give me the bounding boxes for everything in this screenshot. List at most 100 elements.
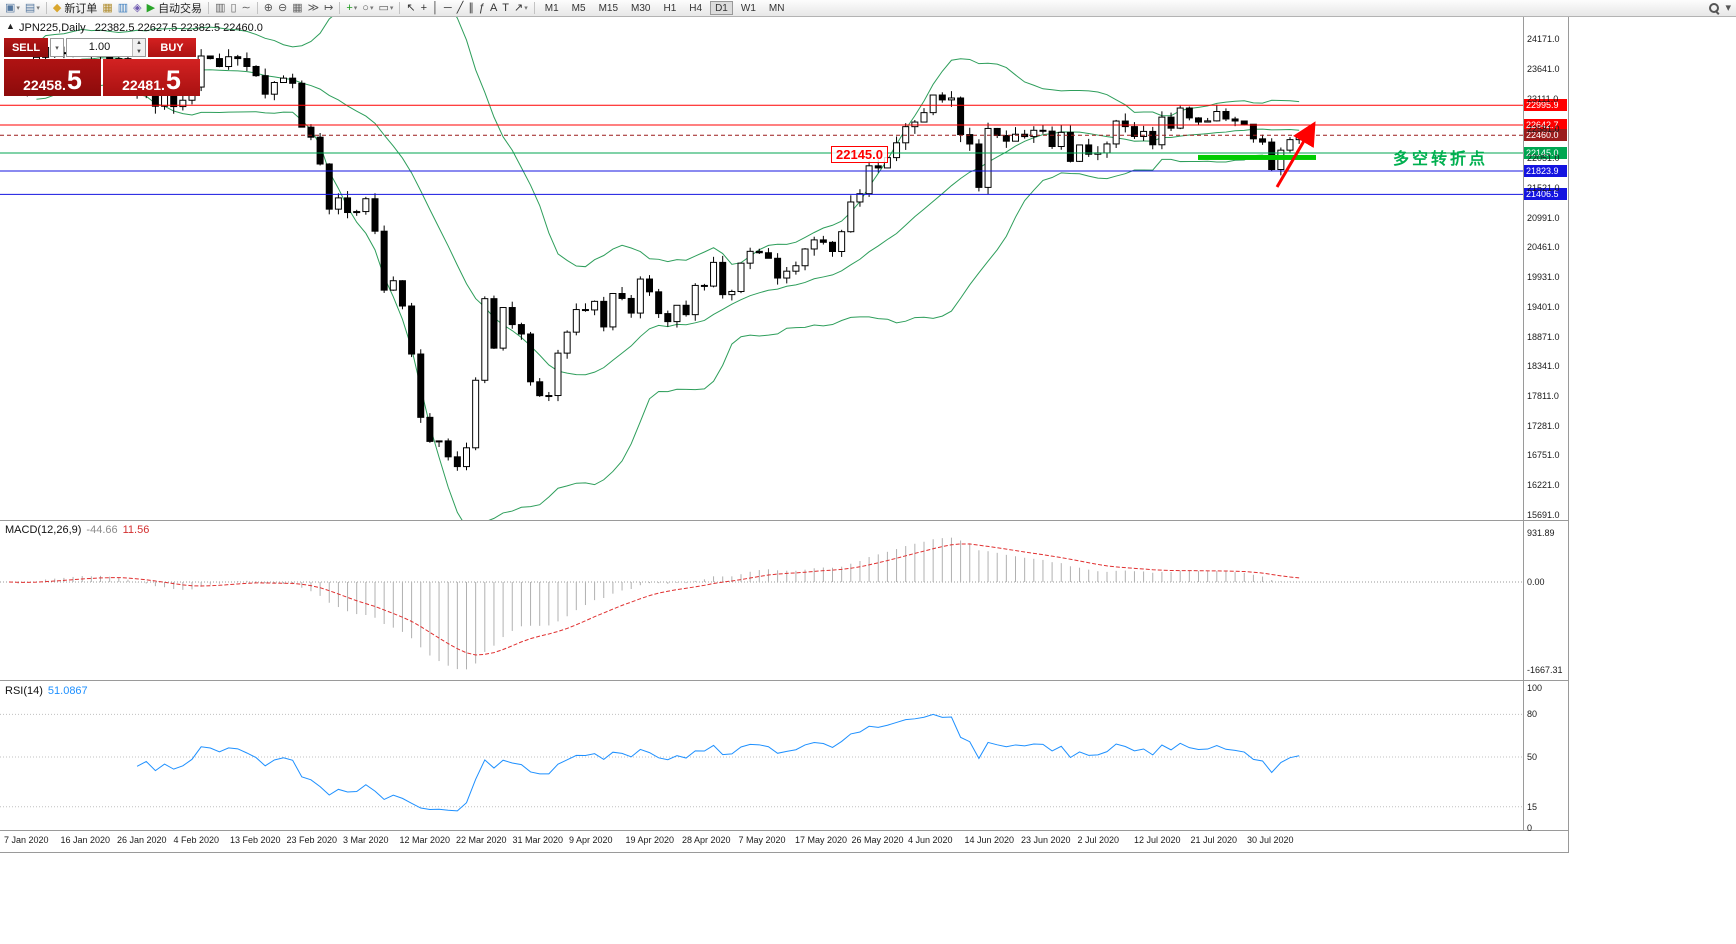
buy-button[interactable]: BUY bbox=[148, 38, 196, 57]
autotrading-icon: ▶ bbox=[146, 2, 156, 14]
trendline-button[interactable]: ╱ bbox=[455, 1, 466, 16]
volume-input[interactable]: 1.00 ▲ ▼ bbox=[66, 38, 146, 57]
candle bbox=[874, 165, 882, 169]
resistance-line-2-tag: 22642.7 bbox=[1524, 119, 1567, 132]
cursor-button[interactable]: ↖ bbox=[404, 1, 417, 16]
indicators-button[interactable]: + ▾ bbox=[344, 1, 359, 16]
rsi-line bbox=[136, 713, 1300, 812]
candle bbox=[664, 313, 672, 323]
rsi-canvas[interactable] bbox=[0, 682, 1523, 830]
panel-divider[interactable] bbox=[0, 520, 1568, 521]
date-axis-label: 13 Feb 2020 bbox=[230, 835, 281, 845]
sell-button[interactable]: SELL bbox=[4, 38, 48, 57]
candle bbox=[572, 309, 580, 333]
timeframe-m15-button[interactable]: M15 bbox=[598, 3, 619, 14]
bar-chart-button[interactable]: ▥ bbox=[213, 1, 227, 16]
profiles-button[interactable]: ▤ ▾ bbox=[23, 1, 42, 16]
arrows-button[interactable]: ↗ ▾ bbox=[512, 1, 530, 16]
zoom-in-button[interactable]: ⊕ bbox=[262, 1, 275, 16]
support-highlight-segment[interactable] bbox=[1198, 154, 1316, 160]
indicators-icon: + bbox=[346, 2, 353, 14]
macd-title: MACD(12,26,9) bbox=[5, 524, 82, 536]
auto-scroll-button[interactable]: ≫ bbox=[306, 1, 322, 16]
channel-button[interactable]: ∥ bbox=[466, 1, 476, 16]
date-axis-label: 19 Apr 2020 bbox=[625, 835, 675, 845]
navigator-button[interactable]: ◈ bbox=[131, 1, 143, 16]
text-button[interactable]: A bbox=[488, 1, 499, 16]
sell-price-tile[interactable]: 22458. 5 bbox=[4, 59, 101, 96]
new-order-button[interactable]: ◆ 新订单 bbox=[51, 1, 99, 16]
price-chart-canvas[interactable] bbox=[0, 17, 1523, 520]
candle bbox=[1249, 123, 1257, 140]
candle bbox=[655, 291, 663, 315]
date-axis-label: 30 Jul 2020 bbox=[1247, 835, 1294, 845]
one-click-collapse-button[interactable]: ▲ bbox=[6, 21, 15, 31]
data-window-button[interactable]: ▥ bbox=[116, 1, 130, 16]
horizontal-line-button[interactable]: ─ bbox=[442, 1, 454, 16]
new-chart-button[interactable]: ▣ ▾ bbox=[3, 1, 22, 16]
line-chart-button[interactable]: ∼ bbox=[240, 1, 253, 16]
price-callout-annotation[interactable]: 22145.0 bbox=[831, 146, 888, 163]
crosshair-icon: + bbox=[420, 2, 428, 14]
price-axis-label: 17281.0 bbox=[1527, 420, 1560, 431]
date-axis-label: 4 Jun 2020 bbox=[908, 835, 953, 845]
toolbar-overflow-button[interactable]: ▾ bbox=[1723, 1, 1733, 16]
timeframe-mn-button[interactable]: MN bbox=[768, 3, 785, 14]
timeframe-m5-button[interactable]: M5 bbox=[571, 3, 586, 14]
timeframe-m30-button[interactable]: M30 bbox=[631, 3, 651, 14]
price-axis-label: 19931.0 bbox=[1527, 272, 1560, 283]
macd-canvas[interactable] bbox=[0, 521, 1523, 680]
market-watch-button[interactable]: ▦ bbox=[100, 1, 114, 16]
chart-shift-button[interactable]: ↦ bbox=[322, 1, 335, 16]
text-label-button[interactable]: T bbox=[500, 1, 511, 16]
candle bbox=[307, 126, 315, 138]
autotrading-button[interactable]: ▶ 自动交易 bbox=[145, 1, 204, 16]
candle bbox=[261, 75, 269, 95]
price-axis-label: 18871.0 bbox=[1527, 331, 1560, 342]
periods-button[interactable]: ○ ▾ bbox=[360, 1, 375, 16]
chevron-down-icon: ▾ bbox=[369, 5, 374, 12]
candle bbox=[1048, 130, 1056, 148]
timeframe-m1-button[interactable]: M1 bbox=[544, 3, 559, 14]
text-label-icon: T bbox=[502, 2, 510, 14]
timeframe-h4-button[interactable]: H4 bbox=[689, 3, 703, 14]
timeframe-d1-button[interactable]: D1 bbox=[710, 1, 733, 15]
new-chart-icon: ▣ bbox=[5, 2, 16, 14]
crosshair-button[interactable]: + bbox=[419, 1, 429, 16]
date-axis-label: 23 Jun 2020 bbox=[1021, 835, 1071, 845]
tile-windows-button[interactable]: ▦ bbox=[290, 1, 304, 16]
panel-divider[interactable] bbox=[0, 680, 1568, 681]
rsi-title: RSI(14) bbox=[5, 685, 43, 697]
candle bbox=[1295, 134, 1303, 141]
candle bbox=[426, 416, 434, 442]
candle bbox=[554, 352, 562, 397]
candle bbox=[270, 82, 278, 95]
timeframe-w1-button[interactable]: W1 bbox=[740, 3, 756, 14]
templates-button[interactable]: ▭ ▾ bbox=[376, 1, 395, 16]
macd-label: MACD(12,26,9) -44.66 11.56 bbox=[5, 524, 149, 536]
zoom-out-button[interactable]: ⊖ bbox=[276, 1, 289, 16]
date-axis-label: 28 Apr 2020 bbox=[682, 835, 731, 845]
volume-down-button[interactable]: ▼ bbox=[133, 47, 145, 56]
candle bbox=[344, 197, 352, 214]
buy-price-tile[interactable]: 22481. 5 bbox=[103, 59, 200, 96]
timeframe-h1-button[interactable]: H1 bbox=[663, 3, 677, 14]
candle bbox=[527, 333, 535, 383]
fibonacci-button[interactable]: ƒ bbox=[477, 1, 487, 16]
candle bbox=[847, 201, 855, 233]
volume-dropdown-button[interactable]: ▾ bbox=[50, 38, 64, 57]
volume-up-button[interactable]: ▲ bbox=[133, 39, 145, 48]
rsi-label: RSI(14) 51.0867 bbox=[5, 685, 88, 697]
pivot-note-annotation[interactable]: 多空转折点 bbox=[1393, 151, 1489, 168]
sell-price-big-digit: 5 bbox=[66, 65, 82, 95]
candle bbox=[435, 440, 443, 443]
candlestick-chart-button[interactable]: ▯ bbox=[228, 1, 238, 16]
pivot-line-tag: 22145.0 bbox=[1524, 146, 1567, 159]
zoom-in-icon: ⊕ bbox=[263, 2, 273, 14]
up-arrow-annotation[interactable] bbox=[1275, 121, 1316, 188]
volume-value[interactable]: 1.00 bbox=[88, 41, 111, 53]
price-axis-label: 22051.0 bbox=[1527, 153, 1560, 164]
candle bbox=[1195, 117, 1202, 123]
vertical-line-button[interactable]: │ bbox=[430, 1, 441, 16]
search-button[interactable] bbox=[1706, 1, 1722, 16]
